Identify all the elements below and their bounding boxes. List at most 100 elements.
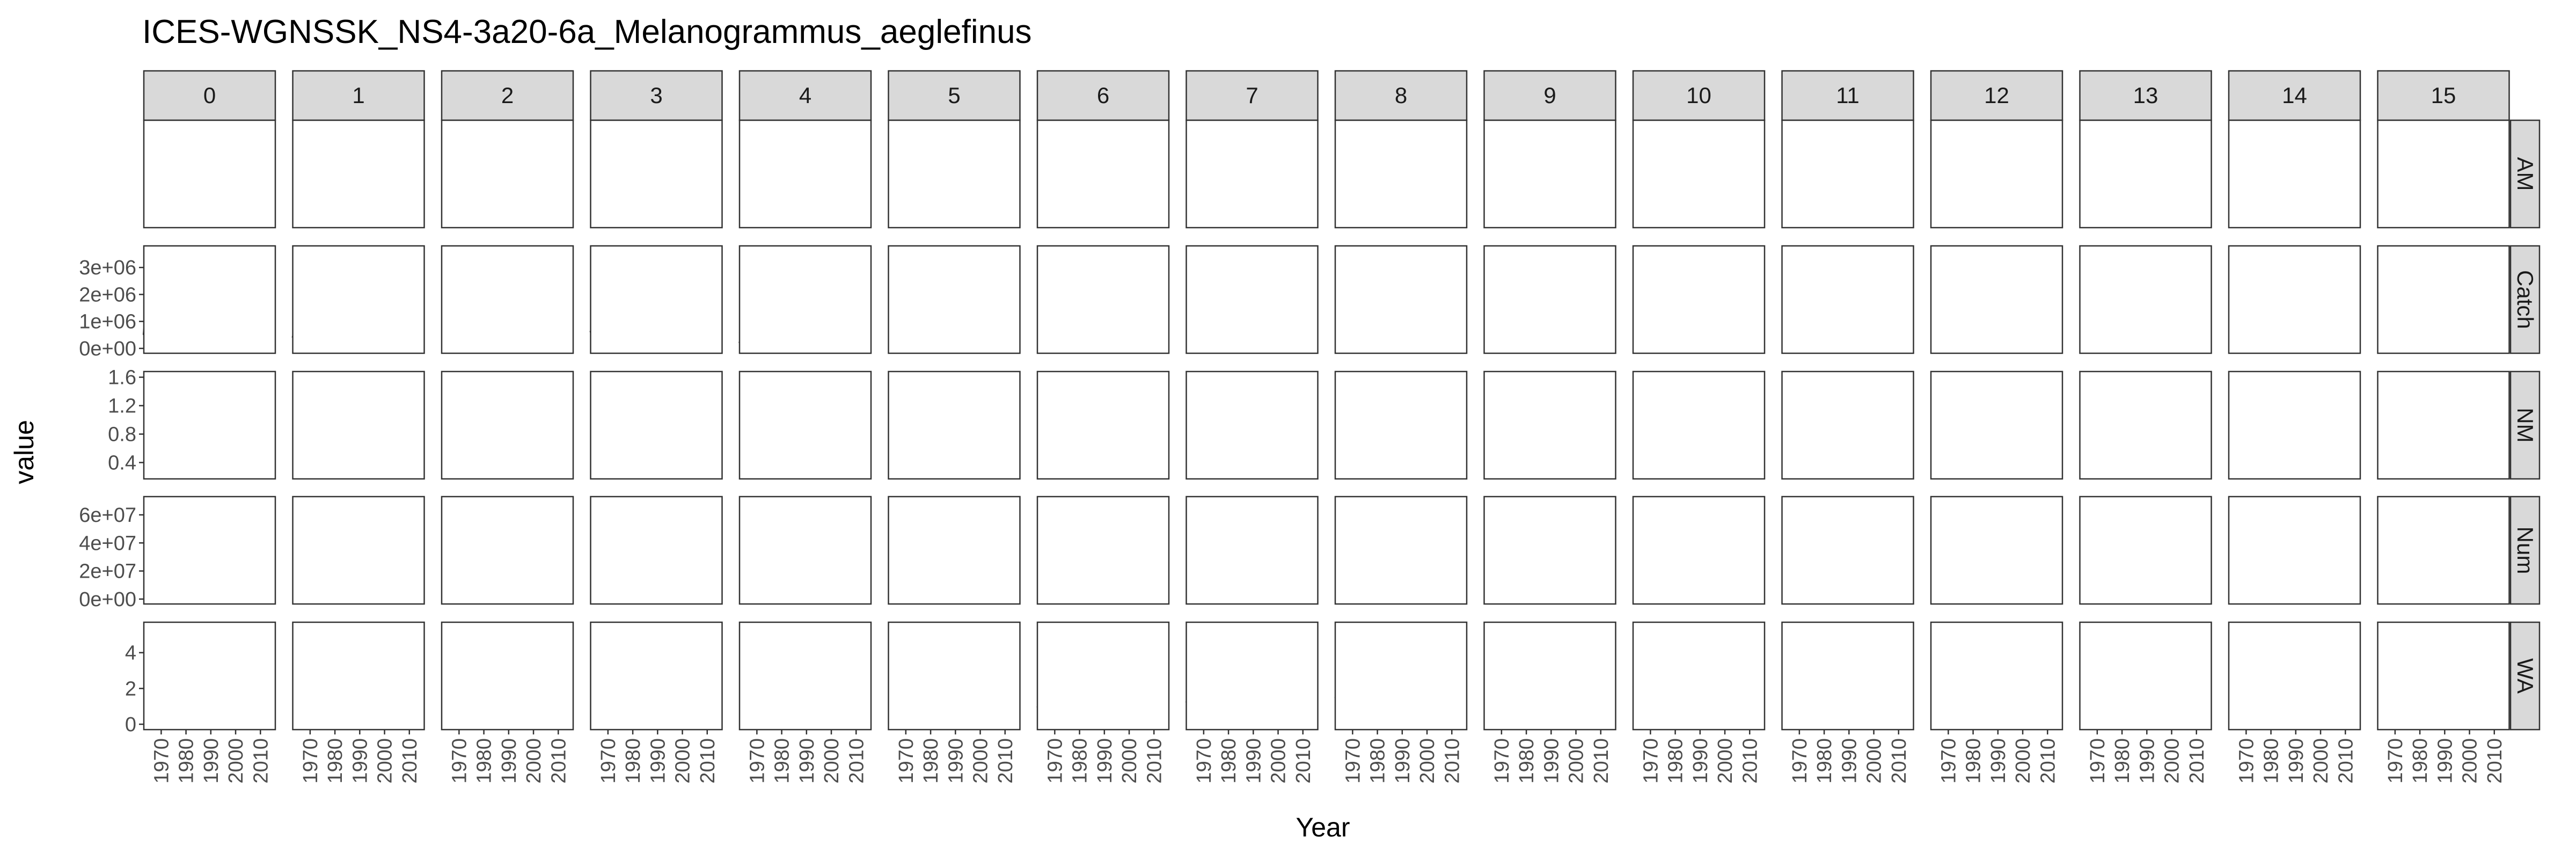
panel-WA-12: 1970 1980 1990 2000 2010 — [1930, 621, 2063, 784]
panel-WA-15: 1970 1980 1990 2000 2010 — [2377, 621, 2510, 784]
facet-strip-label-col-10: 10 — [1686, 83, 1711, 108]
panel-NM-13 — [2079, 370, 2212, 480]
panel-NM-6 — [1036, 370, 1170, 480]
x-tick-label: 2000 — [672, 738, 694, 784]
facet-strip-label-col-14: 14 — [2282, 83, 2307, 108]
x-tick-label: 2010 — [697, 738, 719, 784]
panel-border — [1334, 621, 1468, 731]
panel-WA-2: 1970 1980 1990 2000 2010 — [441, 621, 574, 784]
panel-border — [1930, 370, 2063, 480]
panel-border — [590, 621, 723, 731]
x-tick-label: 1990 — [1838, 738, 1861, 784]
panel-Num-5 — [888, 496, 1021, 605]
panel-Catch-12 — [1930, 245, 2063, 354]
panel-border — [143, 245, 276, 354]
x-tick-label: 1980 — [920, 738, 942, 784]
y-tick-label: 3e+06 — [79, 257, 136, 279]
x-tick-label: 2000 — [2161, 738, 2184, 784]
panel-border — [888, 370, 1021, 480]
panel-border — [590, 245, 723, 354]
panel-border — [441, 119, 574, 229]
panel-border — [2228, 370, 2361, 480]
y-tick-label: 1e+06 — [79, 311, 136, 333]
panel-border — [738, 621, 872, 731]
facet-strip-label-col-2: 2 — [501, 83, 514, 108]
panel-WA-1: 1970 1980 1990 2000 2010 — [292, 621, 425, 784]
panel-Catch-13 — [2079, 245, 2212, 354]
x-tick-label: 1980 — [622, 738, 645, 784]
panel-Num-14 — [2228, 496, 2361, 605]
chart-title: ICES-WGNSSK_NS4-3a20-6a_Melanogrammus_ae… — [142, 13, 1032, 50]
panel-border — [1632, 245, 1766, 354]
x-tick-label: 2000 — [1118, 738, 1141, 784]
panel-border — [2079, 621, 2212, 731]
panel-border — [1185, 370, 1319, 480]
panel-border — [292, 370, 425, 480]
y-axis-title: value — [9, 420, 39, 484]
panel-border — [1930, 119, 2063, 229]
panel-Num-12 — [1930, 496, 2063, 605]
y-tick-label: 1.2 — [108, 395, 136, 418]
x-tick-label: 1970 — [448, 738, 471, 784]
panel-AM-8 — [1334, 119, 1468, 229]
panel-border — [292, 621, 425, 731]
panel-AM-2 — [441, 119, 574, 229]
x-tick-label: 1990 — [2136, 738, 2158, 784]
x-tick-label: 2010 — [845, 738, 868, 784]
x-tick-label: 1990 — [1242, 738, 1265, 784]
panel-NM-10 — [1632, 370, 1766, 480]
panel-Num-11 — [1781, 496, 1914, 605]
x-tick-label: 2000 — [1416, 738, 1439, 784]
panel-border — [441, 621, 574, 731]
panel-NM-12 — [1930, 370, 2063, 480]
x-tick-label: 2000 — [523, 738, 545, 784]
panel-border — [2079, 370, 2212, 480]
panel-border — [292, 496, 425, 605]
panel-NM-15 — [2377, 370, 2510, 480]
panel-border — [1930, 245, 2063, 354]
panel-border — [1334, 245, 1468, 354]
x-tick-label: 1970 — [150, 738, 173, 784]
panel-border — [1483, 621, 1616, 731]
panel-WA-4: 1970 1980 1990 2000 2010 — [738, 621, 872, 784]
panel-border — [143, 370, 276, 480]
x-tick-label: 1990 — [2285, 738, 2308, 784]
y-tick-label: 2e+06 — [79, 283, 136, 306]
x-tick-label: 1970 — [2087, 738, 2109, 784]
panel-Catch-2 — [441, 245, 574, 354]
x-tick-label: 1970 — [895, 738, 918, 784]
panel-NM-9 — [1483, 370, 1616, 480]
facet-strip-label-row-Num: Num — [2513, 527, 2538, 574]
panel-border — [2228, 119, 2361, 229]
facet-strip-col-14 — [2228, 70, 2361, 121]
x-tick-label: 1990 — [945, 738, 967, 784]
x-tick-label: 2000 — [821, 738, 843, 784]
panel-border — [1185, 245, 1319, 354]
x-tick-label: 1980 — [1665, 738, 1687, 784]
panel-border — [1036, 119, 1170, 229]
panel-Num-6 — [1036, 496, 1170, 605]
y-tick-label: 0.4 — [108, 452, 136, 475]
panel-Num-0: 0e+00 2e+07 4e+07 6e+07 — [79, 496, 276, 611]
facet-strip-col-4 — [738, 70, 872, 121]
x-tick-label: 1990 — [1987, 738, 2010, 784]
panel-Catch-14 — [2228, 245, 2361, 354]
panel-Catch-7 — [1185, 245, 1319, 354]
panel-border — [888, 496, 1021, 605]
x-tick-label: 2000 — [2459, 738, 2482, 784]
panel-border — [143, 119, 276, 229]
x-tick-label: 1990 — [1540, 738, 1563, 784]
panel-AM-14 — [2228, 119, 2361, 229]
panel-Catch-5 — [888, 245, 1021, 354]
x-tick-label: 2010 — [2484, 738, 2506, 784]
x-tick-label: 1980 — [2409, 738, 2432, 784]
x-tick-label: 2010 — [250, 738, 272, 784]
x-tick-label: 2010 — [994, 738, 1017, 784]
panel-Num-2 — [441, 496, 574, 605]
x-tick-label: 1970 — [299, 738, 322, 784]
panel-Num-15 — [2377, 496, 2510, 605]
facet-strip-label-col-6: 6 — [1097, 83, 1109, 108]
facet-strip-label-col-15: 15 — [2431, 83, 2456, 108]
panel-NM-4 — [738, 370, 872, 480]
